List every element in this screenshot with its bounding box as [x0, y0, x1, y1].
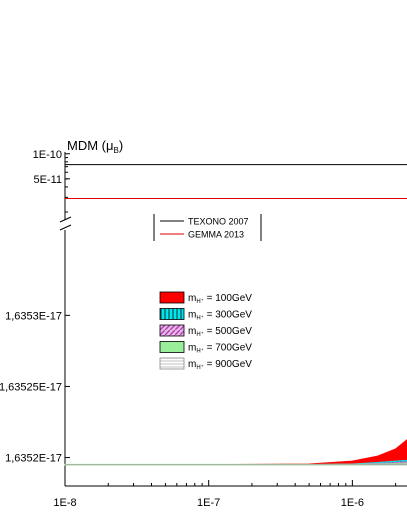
series-area-0 [65, 439, 407, 466]
y-tick-label-lower-2: 1,6352E-17 [5, 453, 62, 465]
axis-break-marks [59, 216, 72, 231]
series-legend-swatch-0 [159, 291, 185, 304]
plot-frame [64, 152, 407, 487]
series-legend-label-1: mH⁺ = 300GeV [188, 310, 252, 322]
y-tick-label-upper-1: 5E-11 [33, 174, 62, 186]
y-axis-title-close: ) [119, 138, 123, 153]
y-tick-label-lower-0: 1,6353E-17 [5, 310, 62, 322]
series-legend: mH⁺ = 100GeV mH⁺ = 300GeV mH⁺ = 500GeV mH⁺ … [159, 291, 252, 371]
series-legend-label-4: mH⁺ = 900GeV [188, 359, 252, 371]
series-areas [64, 439, 407, 466]
series-area-4 [65, 463, 407, 466]
axis-ticks: 1E-10 5E-11 1,6353E-17 1,63525E-17 1,6352E-1… [0, 149, 397, 509]
limits-legend-label-0: TEXONO 2007 [188, 217, 249, 227]
x-tick-label-1: 1E-7 [197, 497, 220, 509]
x-tick-label-2: 1E-6 [341, 497, 364, 509]
y-tick-label-upper-0: 1E-10 [33, 149, 62, 161]
series-legend-label-2: mH⁺ = 500GeV [188, 326, 252, 338]
y-axis-title-symbol: μ [106, 138, 114, 153]
y-axis-title-sub: B [114, 146, 119, 155]
y-axis-title: MDM (μB) [67, 138, 123, 155]
limits-legend-label-1: GEMMA 2013 [188, 230, 244, 240]
series-legend-swatch-2 [159, 324, 185, 337]
experimental-limits [65, 164, 407, 200]
series-legend-label-3: mH⁺ = 700GeV [188, 343, 252, 355]
series-legend-swatch-1 [159, 308, 185, 320]
y-axis-title-main: MDM ( [67, 138, 107, 153]
series-legend-label-0: mH⁺ = 100GeV [188, 293, 252, 305]
x-tick-label-0: 1E-8 [53, 497, 76, 509]
series-legend-swatch-3 [159, 341, 185, 353]
limits-legend: TEXONO 2007 GEMMA 2013 [153, 214, 262, 241]
y-tick-label-lower-1: 1,63525E-17 [0, 381, 62, 393]
series-legend-swatch-4 [159, 357, 185, 370]
